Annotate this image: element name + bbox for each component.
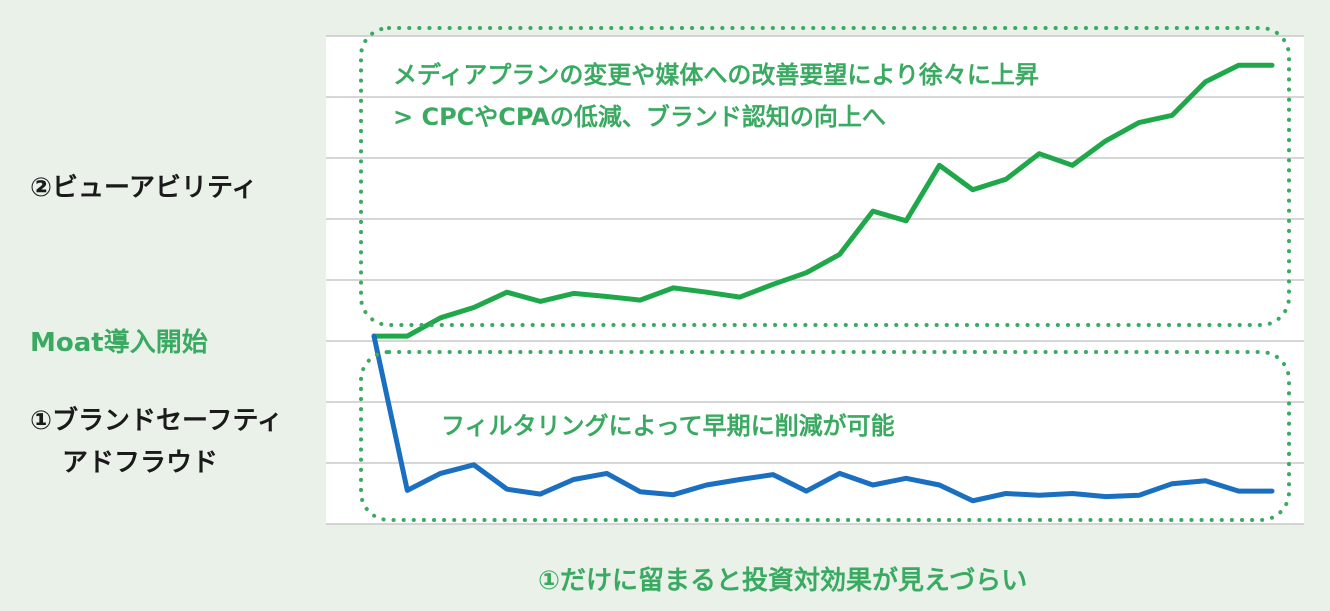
upper-annotation-line2: > CPCやCPAの低減、ブランド認知の向上へ — [393, 103, 886, 131]
lower-annotation-box — [359, 350, 1291, 522]
brand-safety-label: ①ブランドセーフティ — [30, 406, 283, 436]
viewability-line — [371, 62, 1275, 339]
ad-fraud-label: アドフラウド — [62, 448, 219, 478]
lower-annotation: フィルタリングによって早期に削減が可能 — [441, 412, 895, 440]
brand-safety-line — [371, 333, 1275, 504]
footer-note: ①だけに留まると投資対効果が見えづらい — [538, 565, 1027, 596]
upper-annotation-line1: メディアプランの変更や媒体への改善要望により徐々に上昇 — [393, 61, 1039, 89]
gridlines — [326, 35, 1304, 525]
viewability-label: ②ビューアビリティ — [30, 173, 258, 203]
series-lines — [371, 62, 1275, 504]
moat-start-label: Moat導入開始 — [30, 328, 208, 358]
upper-annotation-box — [359, 26, 1291, 327]
